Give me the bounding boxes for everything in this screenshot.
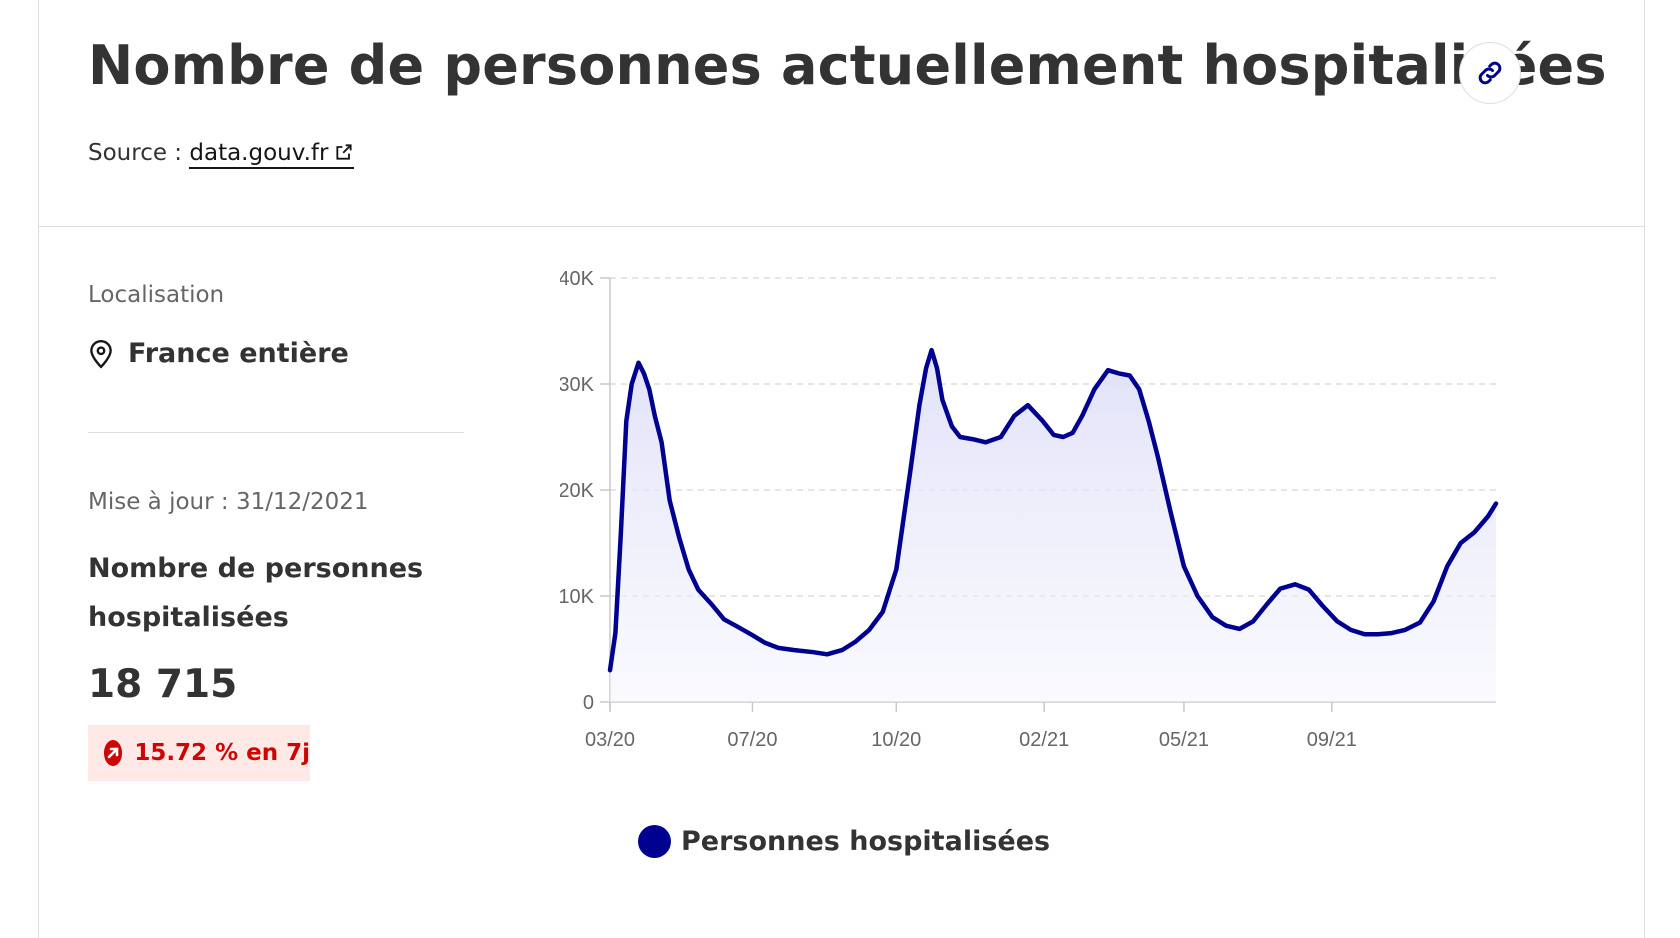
external-link-icon — [336, 144, 353, 160]
source-prefix: Source : — [88, 140, 190, 166]
x-tick-label: 09/21 — [1307, 729, 1357, 751]
series-area — [610, 350, 1496, 702]
x-tick-label: 05/21 — [1159, 729, 1209, 751]
x-tick-label: 02/21 — [1019, 729, 1069, 751]
map-pin-icon — [90, 339, 112, 369]
x-tick-label: 03/20 — [585, 729, 635, 751]
x-tick-label: 10/20 — [871, 729, 921, 751]
metric-value: 18 715 — [88, 662, 238, 707]
source-link[interactable]: data.gouv.fr — [189, 140, 355, 169]
y-tick-label: 0 — [583, 692, 594, 714]
hospitalization-chart: 0 10K 20K 30K 40K 03/20 07/20 10/20 02/21 05/21 09… — [560, 270, 1499, 751]
location-value-row: France entière — [88, 338, 349, 369]
series-line — [607, 347, 1499, 673]
y-tick-label: 10K — [560, 586, 595, 608]
copy-link-button[interactable] — [1459, 42, 1521, 104]
sidebar-divider — [88, 432, 464, 433]
header-divider — [38, 226, 1645, 227]
chart-legend: Personnes hospitalisées — [638, 825, 1050, 858]
link-icon — [1478, 61, 1502, 85]
change-badge: 15.72 % en 7j — [88, 725, 310, 781]
x-tick-label: 07/20 — [727, 729, 777, 751]
chart-card — [38, 0, 1645, 938]
location-value: France entière — [128, 338, 349, 369]
metric-name: Nombre de personnes hospitalisées — [88, 553, 424, 633]
source-link-text: data.gouv.fr — [189, 140, 329, 166]
y-tick-label: 20K — [560, 480, 595, 502]
change-badge-text: 15.72 % en 7j — [134, 740, 310, 766]
source-line: Source : data.gouv.fr — [88, 140, 355, 169]
update-date: Mise à jour : 31/12/2021 — [88, 489, 369, 515]
legend-label: Personnes hospitalisées — [681, 826, 1051, 857]
y-tick-label: 40K — [560, 270, 595, 290]
legend-dot — [638, 825, 671, 858]
y-tick-label: 30K — [560, 374, 595, 396]
location-label: Localisation — [88, 282, 225, 308]
page-title: Nombre de personnes actuellement hospita… — [88, 34, 1607, 97]
arrow-up-right-icon — [104, 740, 123, 766]
